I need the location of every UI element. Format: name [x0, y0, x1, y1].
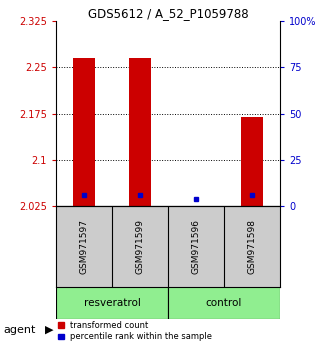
Text: resveratrol: resveratrol: [84, 298, 140, 308]
Text: GSM971598: GSM971598: [247, 219, 257, 274]
Text: GSM971597: GSM971597: [79, 219, 89, 274]
Text: ▶: ▶: [45, 325, 54, 335]
Legend: transformed count, percentile rank within the sample: transformed count, percentile rank withi…: [58, 321, 212, 341]
Title: GDS5612 / A_52_P1059788: GDS5612 / A_52_P1059788: [88, 7, 248, 20]
Text: GSM971599: GSM971599: [135, 219, 145, 274]
Bar: [73, 58, 95, 206]
Bar: [56, 287, 168, 319]
Bar: [129, 58, 151, 206]
Bar: [168, 287, 280, 319]
Text: GSM971596: GSM971596: [191, 219, 201, 274]
Text: agent: agent: [3, 325, 36, 335]
Bar: [241, 117, 263, 206]
Text: control: control: [206, 298, 242, 308]
